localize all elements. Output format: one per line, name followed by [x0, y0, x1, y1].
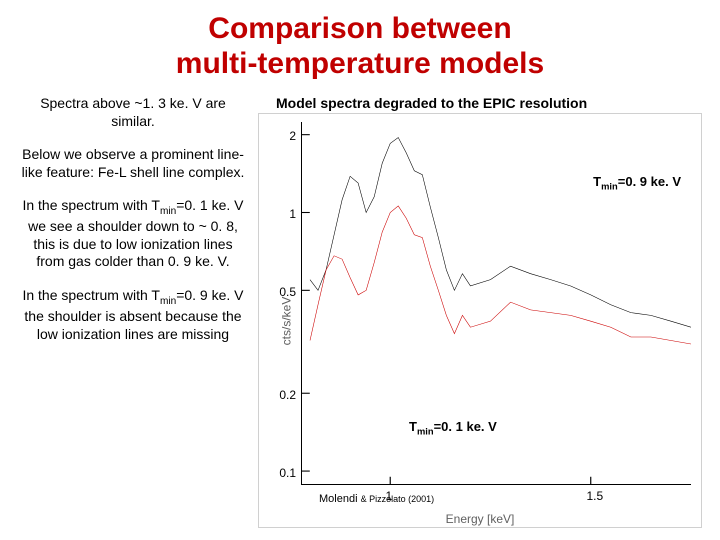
x-axis-label: Energy [keV] [446, 512, 515, 526]
annotation-tmin-0-9: Tmin=0. 9 ke. V [593, 174, 681, 192]
para-1: Spectra above ~1. 3 ke. V are similar. [18, 95, 248, 130]
right-column: Model spectra degraded to the EPIC resol… [258, 95, 702, 528]
chart-box: cts/s/keV Energy [keV] 0.10.20.512 11.5 … [258, 113, 702, 528]
y-axis-label: cts/s/keV [279, 296, 293, 345]
title-line1: Comparison between [208, 12, 511, 45]
left-column: Spectra above ~1. 3 ke. V are similar. B… [18, 95, 248, 528]
para-2: Below we observe a prominent line-like f… [18, 146, 248, 181]
slide-title: Comparison between multi-temperature mod… [18, 12, 702, 81]
x-tick-label: 1.5 [586, 489, 603, 503]
y-tick-label: 0.5 [279, 285, 296, 299]
y-tick-label: 0.1 [279, 466, 296, 480]
annotation-tmin-0-1: Tmin=0. 1 ke. V [409, 419, 497, 437]
title-line2: multi-temperature models [176, 47, 544, 80]
para-3: In the spectrum with Tmin=0. 1 ke. V we … [18, 197, 248, 271]
chart-title: Model spectra degraded to the EPIC resol… [258, 95, 702, 111]
y-tick-label: 1 [289, 207, 296, 221]
para-4: In the spectrum with Tmin=0. 9 ke. V the… [18, 287, 248, 343]
y-tick-label: 0.2 [279, 388, 296, 402]
citation: Molendi & Pizzolato (2001) [319, 489, 434, 507]
content-row: Spectra above ~1. 3 ke. V are similar. B… [18, 95, 702, 528]
y-tick-label: 2 [289, 129, 296, 143]
